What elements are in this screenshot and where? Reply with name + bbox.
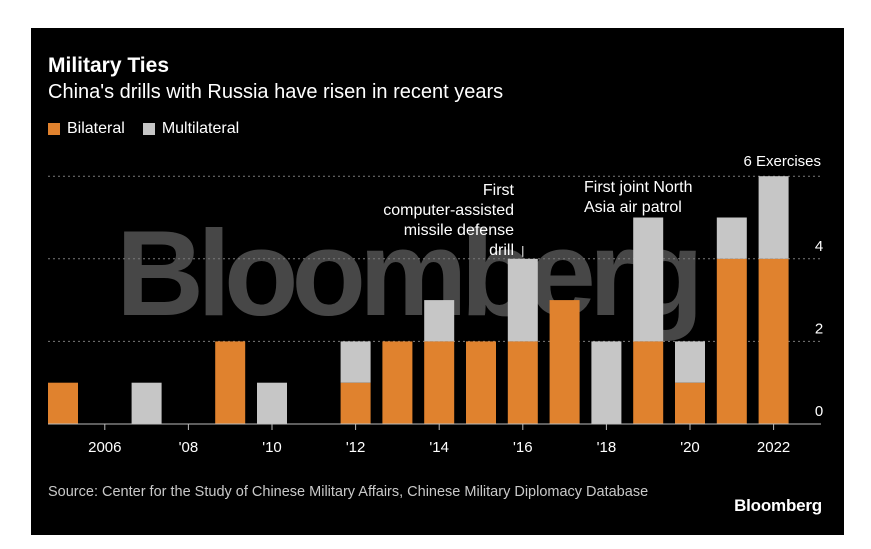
bars [48,176,789,424]
chart-subtitle: China's drills with Russia have risen in… [48,81,504,103]
legend-label-multilateral: Multilateral [161,120,240,137]
annotation-2016-line: drill [489,242,514,259]
x-tick-label: '14 [429,439,449,456]
x-tick-label: '20 [680,439,700,456]
y-tick-label: 2 [815,320,823,337]
bar-multilateral-2022 [758,176,789,259]
y-tick-label: 0 [815,403,823,420]
bar-bilateral-2020 [675,382,705,424]
bar-multilateral-2016 [507,258,538,342]
chart-title: Military Ties [48,54,169,77]
bar-multilateral-2012 [340,341,371,383]
annotation-2016-line: First [483,182,515,199]
bar-bilateral-2016 [507,341,538,424]
chart-card: Bloomberg 0 2 4 6 Exercises 2006 '08 '10 '12 '14… [31,28,844,535]
legend: Bilateral Multilateral [48,120,257,138]
bar-multilateral-2021 [716,217,747,259]
bar-bilateral-2021 [716,258,747,424]
x-tick-label: 2022 [757,439,790,456]
source-note: Source: Center for the Study of Chinese … [48,484,649,500]
bar-multilateral-2010 [257,382,287,424]
x-tick-label: 2006 [88,439,121,456]
bar-bilateral-2013 [382,341,413,424]
annotation-2019-line: First joint North [584,179,692,196]
x-tick-label: '10 [262,439,282,456]
axis: 0 2 4 6 Exercises 2006 '08 '10 '12 '14 '16 '18 '20 2… [48,153,823,456]
bar-bilateral-2015 [466,341,496,424]
legend-swatch-multilateral [142,123,155,135]
x-tick-label: '16 [513,439,533,456]
bar-bilateral-2009 [215,341,246,424]
brand-logo: Bloomberg [734,496,822,515]
x-tick-label: '18 [597,439,617,456]
legend-label-bilateral: Bilateral [67,120,125,137]
x-tick-label: '08 [179,439,199,456]
y-tick-label: 4 [815,238,823,255]
bar-bilateral-2005 [48,382,78,424]
legend-swatch-bilateral [48,123,60,135]
annotations: First computer-assisted missile defense dri… [383,179,692,259]
annotation-2019-line: Asia air patrol [584,199,682,216]
bar-multilateral-2018 [591,341,622,424]
annotation-2016-line: missile defense [404,222,514,239]
bar-bilateral-2012 [340,382,371,424]
legend-item-bilateral: Bilateral [48,120,125,138]
bar-multilateral-2014 [424,300,455,342]
bar-bilateral-2017 [549,300,580,424]
bar-bilateral-2019 [633,341,664,424]
bar-bilateral-2022 [758,258,789,424]
y-top-label: 6 Exercises [743,153,821,170]
legend-item-multilateral: Multilateral [142,120,240,138]
bar-bilateral-2014 [424,341,455,424]
annotation-2016-line: computer-assisted [383,202,514,219]
bar-multilateral-2020 [675,341,705,383]
bar-multilateral-2019 [633,217,664,342]
bar-multilateral-2007 [131,382,162,424]
x-tick-label: '12 [346,439,366,456]
bar-chart: 0 2 4 6 Exercises 2006 '08 '10 '12 '14 '16 '18 '20 2… [48,153,823,456]
